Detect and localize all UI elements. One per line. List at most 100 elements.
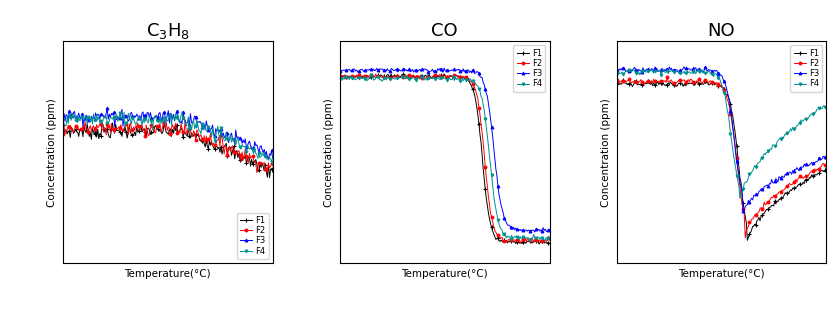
F1 bbox=[159, 121, 169, 125]
F3 bbox=[258, 151, 268, 155]
F3 bbox=[58, 114, 68, 118]
F1 bbox=[58, 123, 68, 127]
F2 bbox=[545, 238, 555, 242]
Line: F3: F3 bbox=[615, 66, 828, 212]
F2 bbox=[66, 128, 76, 132]
Line: F4: F4 bbox=[338, 74, 551, 242]
F1 bbox=[621, 81, 631, 85]
F4 bbox=[528, 236, 538, 240]
F1 bbox=[264, 176, 274, 180]
F1 bbox=[821, 166, 831, 170]
F1 bbox=[373, 76, 383, 80]
F1 bbox=[335, 74, 345, 78]
F2 bbox=[251, 162, 261, 166]
Title: C$_3$H$_8$: C$_3$H$_8$ bbox=[146, 21, 190, 41]
F3 bbox=[343, 68, 353, 72]
F1 bbox=[813, 172, 823, 176]
Line: F4: F4 bbox=[61, 111, 274, 163]
F4 bbox=[652, 69, 662, 73]
F3 bbox=[66, 112, 76, 116]
F2 bbox=[805, 170, 816, 174]
F1 bbox=[652, 82, 662, 86]
F1 bbox=[343, 75, 353, 79]
F4 bbox=[66, 118, 76, 122]
F2 bbox=[335, 74, 345, 77]
F3 bbox=[335, 69, 345, 73]
F2 bbox=[620, 80, 630, 84]
F2 bbox=[70, 124, 81, 128]
Legend: F1, F2, F3, F4: F1, F2, F3, F4 bbox=[237, 212, 268, 259]
F4 bbox=[545, 236, 555, 240]
F2 bbox=[650, 79, 660, 83]
F1 bbox=[439, 72, 449, 76]
F1 bbox=[114, 128, 124, 132]
F4 bbox=[735, 197, 745, 200]
F2 bbox=[813, 168, 823, 172]
F2 bbox=[662, 75, 672, 79]
Line: F1: F1 bbox=[614, 78, 829, 243]
F2 bbox=[180, 118, 190, 122]
X-axis label: Temperature(°C): Temperature(°C) bbox=[124, 269, 211, 279]
F2 bbox=[821, 162, 831, 166]
F4 bbox=[335, 76, 345, 80]
Legend: F1, F2, F3, F4: F1, F2, F3, F4 bbox=[513, 45, 545, 92]
F2 bbox=[740, 236, 750, 240]
F1 bbox=[528, 241, 538, 245]
F2 bbox=[343, 74, 353, 78]
Y-axis label: Concentration (ppm): Concentration (ppm) bbox=[324, 98, 334, 207]
F2 bbox=[268, 164, 278, 168]
F1 bbox=[251, 158, 261, 161]
F2 bbox=[258, 162, 268, 166]
F4 bbox=[347, 75, 357, 79]
F3 bbox=[529, 230, 539, 234]
F4 bbox=[535, 237, 545, 241]
X-axis label: Temperature(°C): Temperature(°C) bbox=[401, 269, 488, 279]
Y-axis label: Concentration (ppm): Concentration (ppm) bbox=[601, 98, 611, 207]
F3 bbox=[805, 162, 816, 165]
Line: F4: F4 bbox=[615, 68, 828, 200]
F1 bbox=[66, 126, 76, 129]
F3 bbox=[536, 228, 546, 232]
F3 bbox=[251, 144, 261, 147]
F4 bbox=[539, 238, 550, 242]
F4 bbox=[367, 74, 377, 77]
F2 bbox=[375, 74, 385, 78]
Line: F1: F1 bbox=[60, 120, 275, 180]
F3 bbox=[813, 159, 823, 163]
F1 bbox=[258, 165, 268, 169]
F3 bbox=[738, 209, 748, 213]
F1 bbox=[70, 127, 81, 131]
F4 bbox=[624, 68, 634, 72]
F2 bbox=[392, 74, 402, 77]
F3 bbox=[620, 68, 630, 72]
F3 bbox=[612, 68, 622, 72]
F3 bbox=[70, 117, 81, 121]
F2 bbox=[58, 132, 68, 136]
F2 bbox=[624, 78, 634, 81]
Line: F3: F3 bbox=[61, 107, 274, 160]
F4 bbox=[628, 68, 638, 71]
F2 bbox=[347, 74, 357, 78]
F1 bbox=[96, 124, 107, 128]
F3 bbox=[439, 66, 449, 70]
F1 bbox=[625, 81, 635, 85]
Line: F1: F1 bbox=[337, 71, 552, 247]
F4 bbox=[258, 154, 268, 158]
F4 bbox=[58, 117, 68, 121]
F1 bbox=[669, 83, 679, 87]
F1 bbox=[391, 75, 401, 79]
F1 bbox=[268, 170, 278, 174]
Line: F2: F2 bbox=[338, 73, 551, 245]
F4 bbox=[114, 117, 124, 120]
F4 bbox=[267, 159, 277, 163]
F4 bbox=[251, 152, 261, 155]
F4 bbox=[620, 70, 630, 74]
F3 bbox=[528, 228, 538, 232]
F3 bbox=[624, 69, 634, 73]
F4 bbox=[375, 78, 385, 82]
F3 bbox=[347, 68, 357, 72]
F2 bbox=[263, 171, 273, 174]
F2 bbox=[669, 81, 679, 85]
F2 bbox=[114, 125, 124, 128]
F1 bbox=[536, 241, 546, 245]
